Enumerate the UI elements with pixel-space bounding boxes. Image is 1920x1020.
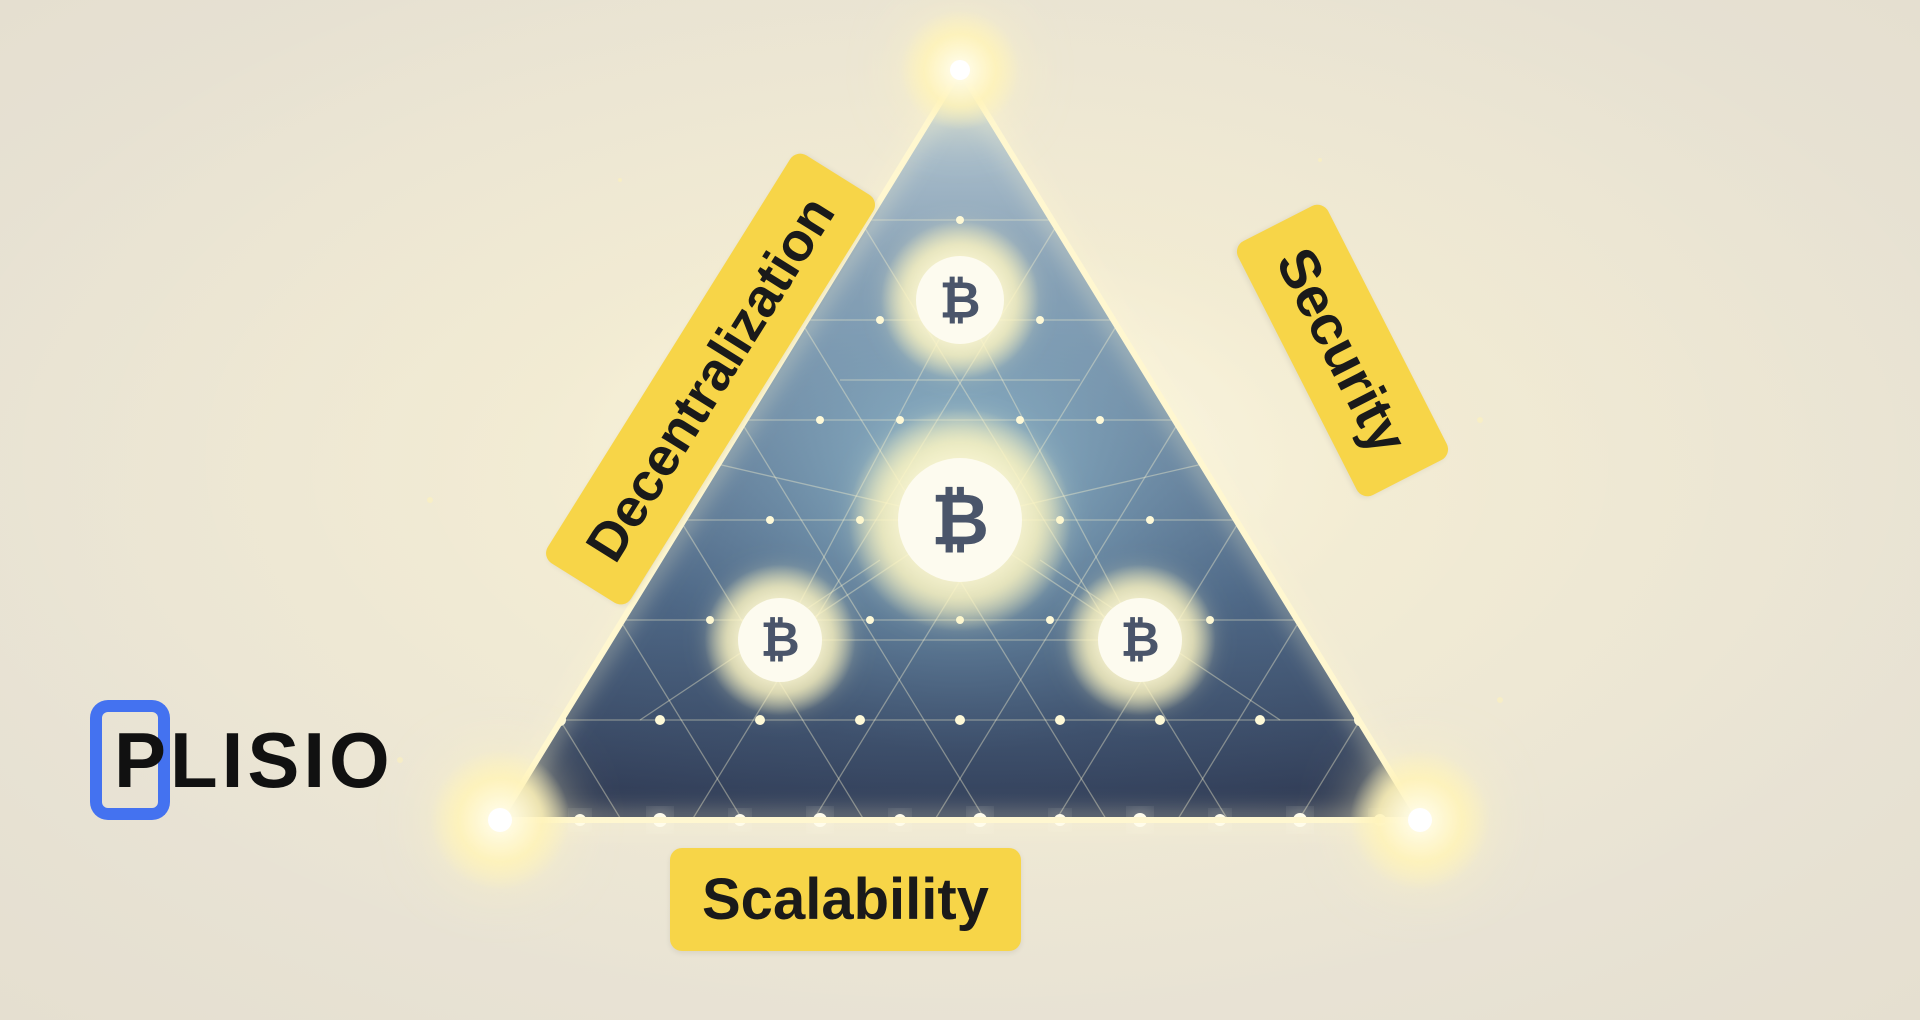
bitcoin-icon: ₿ <box>931 480 989 560</box>
bitcoin-icon: ₿ <box>760 613 799 667</box>
bitcoin-icon: ₿ <box>1120 613 1159 667</box>
diagram-stage: ₿₿₿₿ Decentralization Security Scalabili… <box>0 0 1920 1020</box>
plisio-logo: PLISIO <box>90 700 394 820</box>
bitcoin-icon: ₿ <box>939 272 980 329</box>
logo-text: PLISIO <box>114 715 394 806</box>
label-scalability: Scalability <box>670 848 1021 951</box>
